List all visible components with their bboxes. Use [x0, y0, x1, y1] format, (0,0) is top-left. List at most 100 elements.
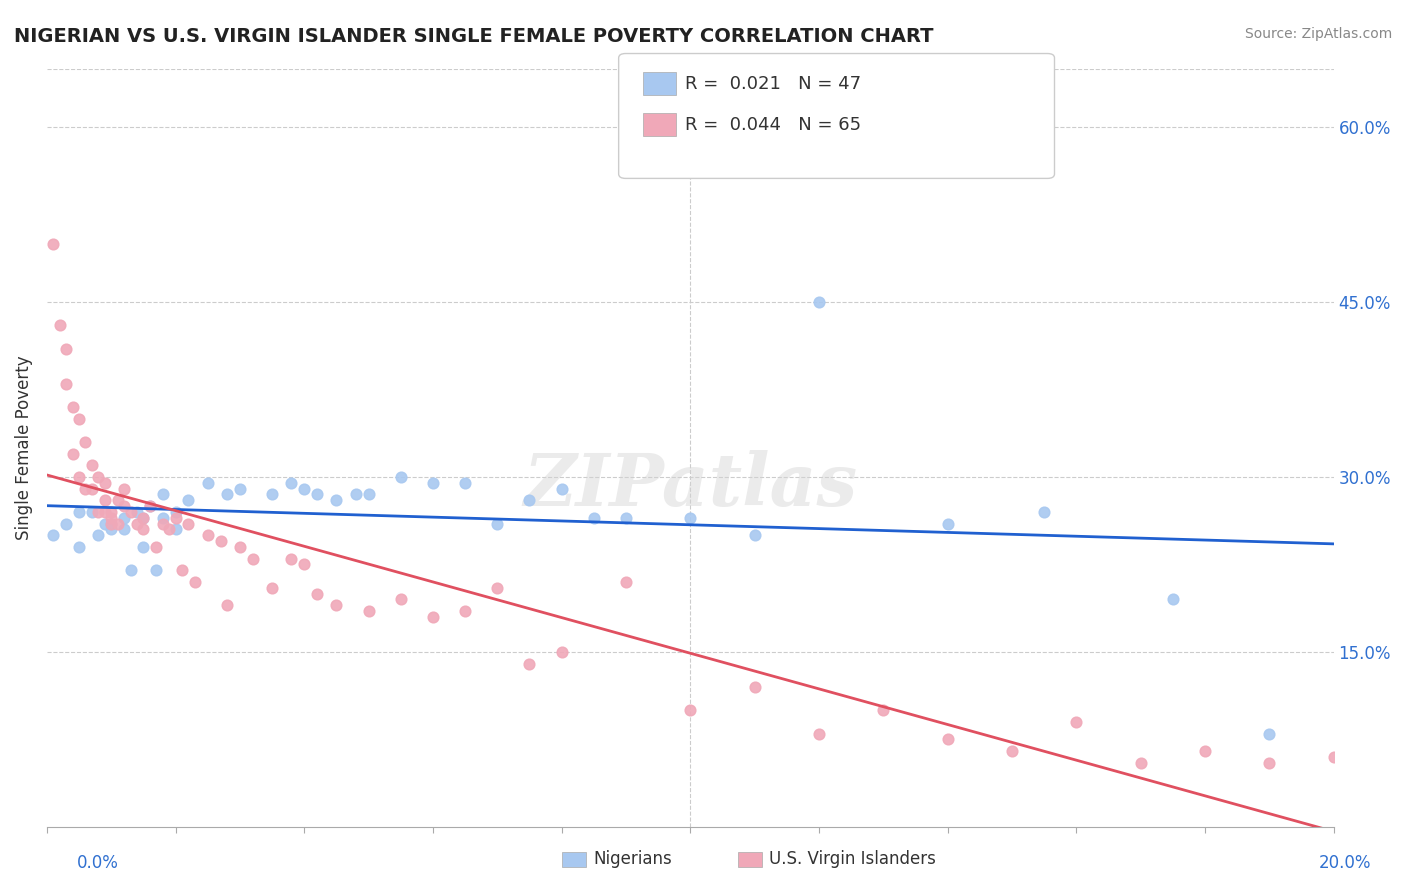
Point [75, 482, 97, 496]
Point [67, 505, 90, 519]
Point [165, 510, 187, 524]
Point [1194, 744, 1216, 758]
Point [292, 482, 315, 496]
Point [145, 563, 167, 577]
Point [582, 510, 605, 524]
Point [229, 482, 252, 496]
Point [80, 505, 103, 519]
Point [112, 522, 135, 536]
Point [1129, 756, 1152, 770]
Point [1161, 592, 1184, 607]
Point [67, 411, 90, 425]
Point [75, 434, 97, 449]
Point [389, 592, 412, 607]
Point [357, 604, 380, 618]
Point [550, 645, 572, 659]
Point [120, 505, 142, 519]
Point [165, 505, 187, 519]
Point [1064, 714, 1087, 729]
Point [152, 510, 174, 524]
Point [325, 598, 347, 612]
Point [152, 487, 174, 501]
Point [744, 680, 766, 694]
Point [936, 516, 959, 531]
Point [62, 446, 84, 460]
Point [614, 510, 637, 524]
Point [197, 528, 219, 542]
Point [67, 470, 90, 484]
Point [152, 516, 174, 531]
Text: R =  0.021   N = 47: R = 0.021 N = 47 [685, 75, 860, 93]
Point [112, 482, 135, 496]
Point [679, 510, 702, 524]
Point [807, 726, 830, 740]
Point [100, 510, 122, 524]
Y-axis label: Single Female Poverty: Single Female Poverty [15, 355, 32, 540]
Point [132, 522, 155, 536]
Point [344, 487, 367, 501]
Point [1258, 726, 1281, 740]
Point [872, 703, 894, 717]
Text: 20.0%: 20.0% [1319, 855, 1371, 872]
Point [120, 563, 142, 577]
Point [1033, 505, 1056, 519]
Point [357, 487, 380, 501]
Point [107, 493, 129, 508]
Point [486, 581, 509, 595]
Point [94, 516, 117, 531]
Point [679, 703, 702, 717]
Text: R =  0.044   N = 65: R = 0.044 N = 65 [685, 116, 860, 134]
Point [454, 604, 477, 618]
Point [422, 475, 444, 490]
Point [49, 318, 72, 333]
Text: Nigerians: Nigerians [593, 850, 672, 868]
Point [55, 342, 77, 356]
Point [80, 458, 103, 473]
Point [292, 558, 315, 572]
Point [550, 482, 572, 496]
Point [125, 505, 148, 519]
Point [262, 581, 284, 595]
Text: Source: ZipAtlas.com: Source: ZipAtlas.com [1244, 27, 1392, 41]
Point [87, 528, 110, 542]
Point [422, 610, 444, 624]
Point [42, 528, 65, 542]
Point [1258, 756, 1281, 770]
Point [55, 376, 77, 391]
Point [94, 505, 117, 519]
Point [325, 493, 347, 508]
Point [519, 493, 541, 508]
Point [145, 540, 167, 554]
Point [165, 522, 187, 536]
Point [62, 400, 84, 414]
Point [139, 499, 162, 513]
Point [94, 493, 117, 508]
Point [209, 534, 232, 549]
Point [157, 522, 180, 536]
Point [112, 510, 135, 524]
Point [229, 540, 252, 554]
Point [87, 505, 110, 519]
Point [807, 294, 830, 309]
Point [184, 574, 207, 589]
Point [242, 551, 264, 566]
Point [132, 510, 155, 524]
Text: NIGERIAN VS U.S. VIRGIN ISLANDER SINGLE FEMALE POVERTY CORRELATION CHART: NIGERIAN VS U.S. VIRGIN ISLANDER SINGLE … [14, 27, 934, 45]
Point [132, 510, 155, 524]
Point [307, 487, 329, 501]
Point [112, 499, 135, 513]
Point [125, 516, 148, 531]
Point [55, 516, 77, 531]
Point [170, 563, 193, 577]
Point [454, 475, 477, 490]
Text: U.S. Virgin Islanders: U.S. Virgin Islanders [769, 850, 936, 868]
Point [744, 528, 766, 542]
Point [280, 475, 302, 490]
Point [307, 586, 329, 600]
Point [42, 236, 65, 251]
Point [614, 574, 637, 589]
Point [215, 487, 238, 501]
Point [936, 732, 959, 747]
Point [215, 598, 238, 612]
Point [1001, 744, 1024, 758]
